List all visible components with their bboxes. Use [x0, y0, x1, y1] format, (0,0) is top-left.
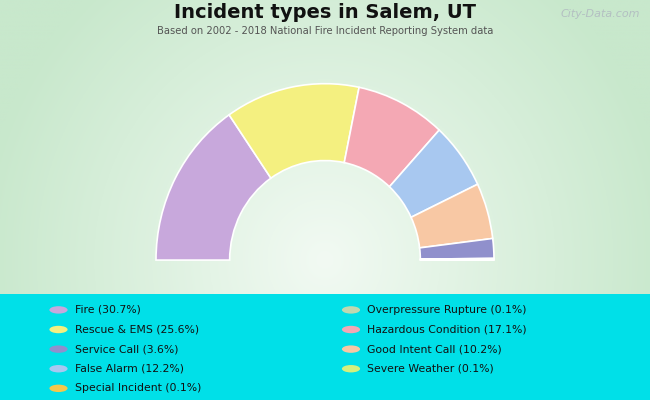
Text: Overpressure Rupture (0.1%): Overpressure Rupture (0.1%): [367, 305, 526, 315]
Wedge shape: [344, 87, 439, 187]
Text: City-Data.com: City-Data.com: [561, 9, 640, 19]
Text: Good Intent Call (10.2%): Good Intent Call (10.2%): [367, 344, 502, 354]
Text: Based on 2002 - 2018 National Fire Incident Reporting System data: Based on 2002 - 2018 National Fire Incid…: [157, 26, 493, 36]
Text: Fire (30.7%): Fire (30.7%): [75, 305, 140, 315]
Ellipse shape: [342, 346, 360, 353]
Wedge shape: [411, 184, 493, 248]
Text: False Alarm (12.2%): False Alarm (12.2%): [75, 364, 184, 374]
Wedge shape: [229, 84, 359, 178]
Text: Rescue & EMS (25.6%): Rescue & EMS (25.6%): [75, 324, 199, 334]
Wedge shape: [421, 259, 494, 260]
Text: Incident types in Salem, UT: Incident types in Salem, UT: [174, 3, 476, 22]
Wedge shape: [420, 238, 494, 259]
Text: Severe Weather (0.1%): Severe Weather (0.1%): [367, 364, 494, 374]
Ellipse shape: [49, 346, 68, 353]
Ellipse shape: [49, 365, 68, 372]
Ellipse shape: [49, 385, 68, 392]
Wedge shape: [156, 115, 271, 260]
Ellipse shape: [342, 365, 360, 372]
Wedge shape: [421, 258, 494, 260]
Text: Hazardous Condition (17.1%): Hazardous Condition (17.1%): [367, 324, 527, 334]
Ellipse shape: [49, 326, 68, 333]
Wedge shape: [389, 130, 478, 217]
Ellipse shape: [342, 326, 360, 333]
Ellipse shape: [49, 306, 68, 314]
Text: Special Incident (0.1%): Special Incident (0.1%): [75, 383, 201, 393]
Ellipse shape: [342, 306, 360, 314]
Text: Service Call (3.6%): Service Call (3.6%): [75, 344, 178, 354]
